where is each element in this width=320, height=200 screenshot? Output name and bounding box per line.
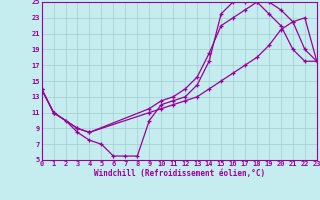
X-axis label: Windchill (Refroidissement éolien,°C): Windchill (Refroidissement éolien,°C) [94, 169, 265, 178]
